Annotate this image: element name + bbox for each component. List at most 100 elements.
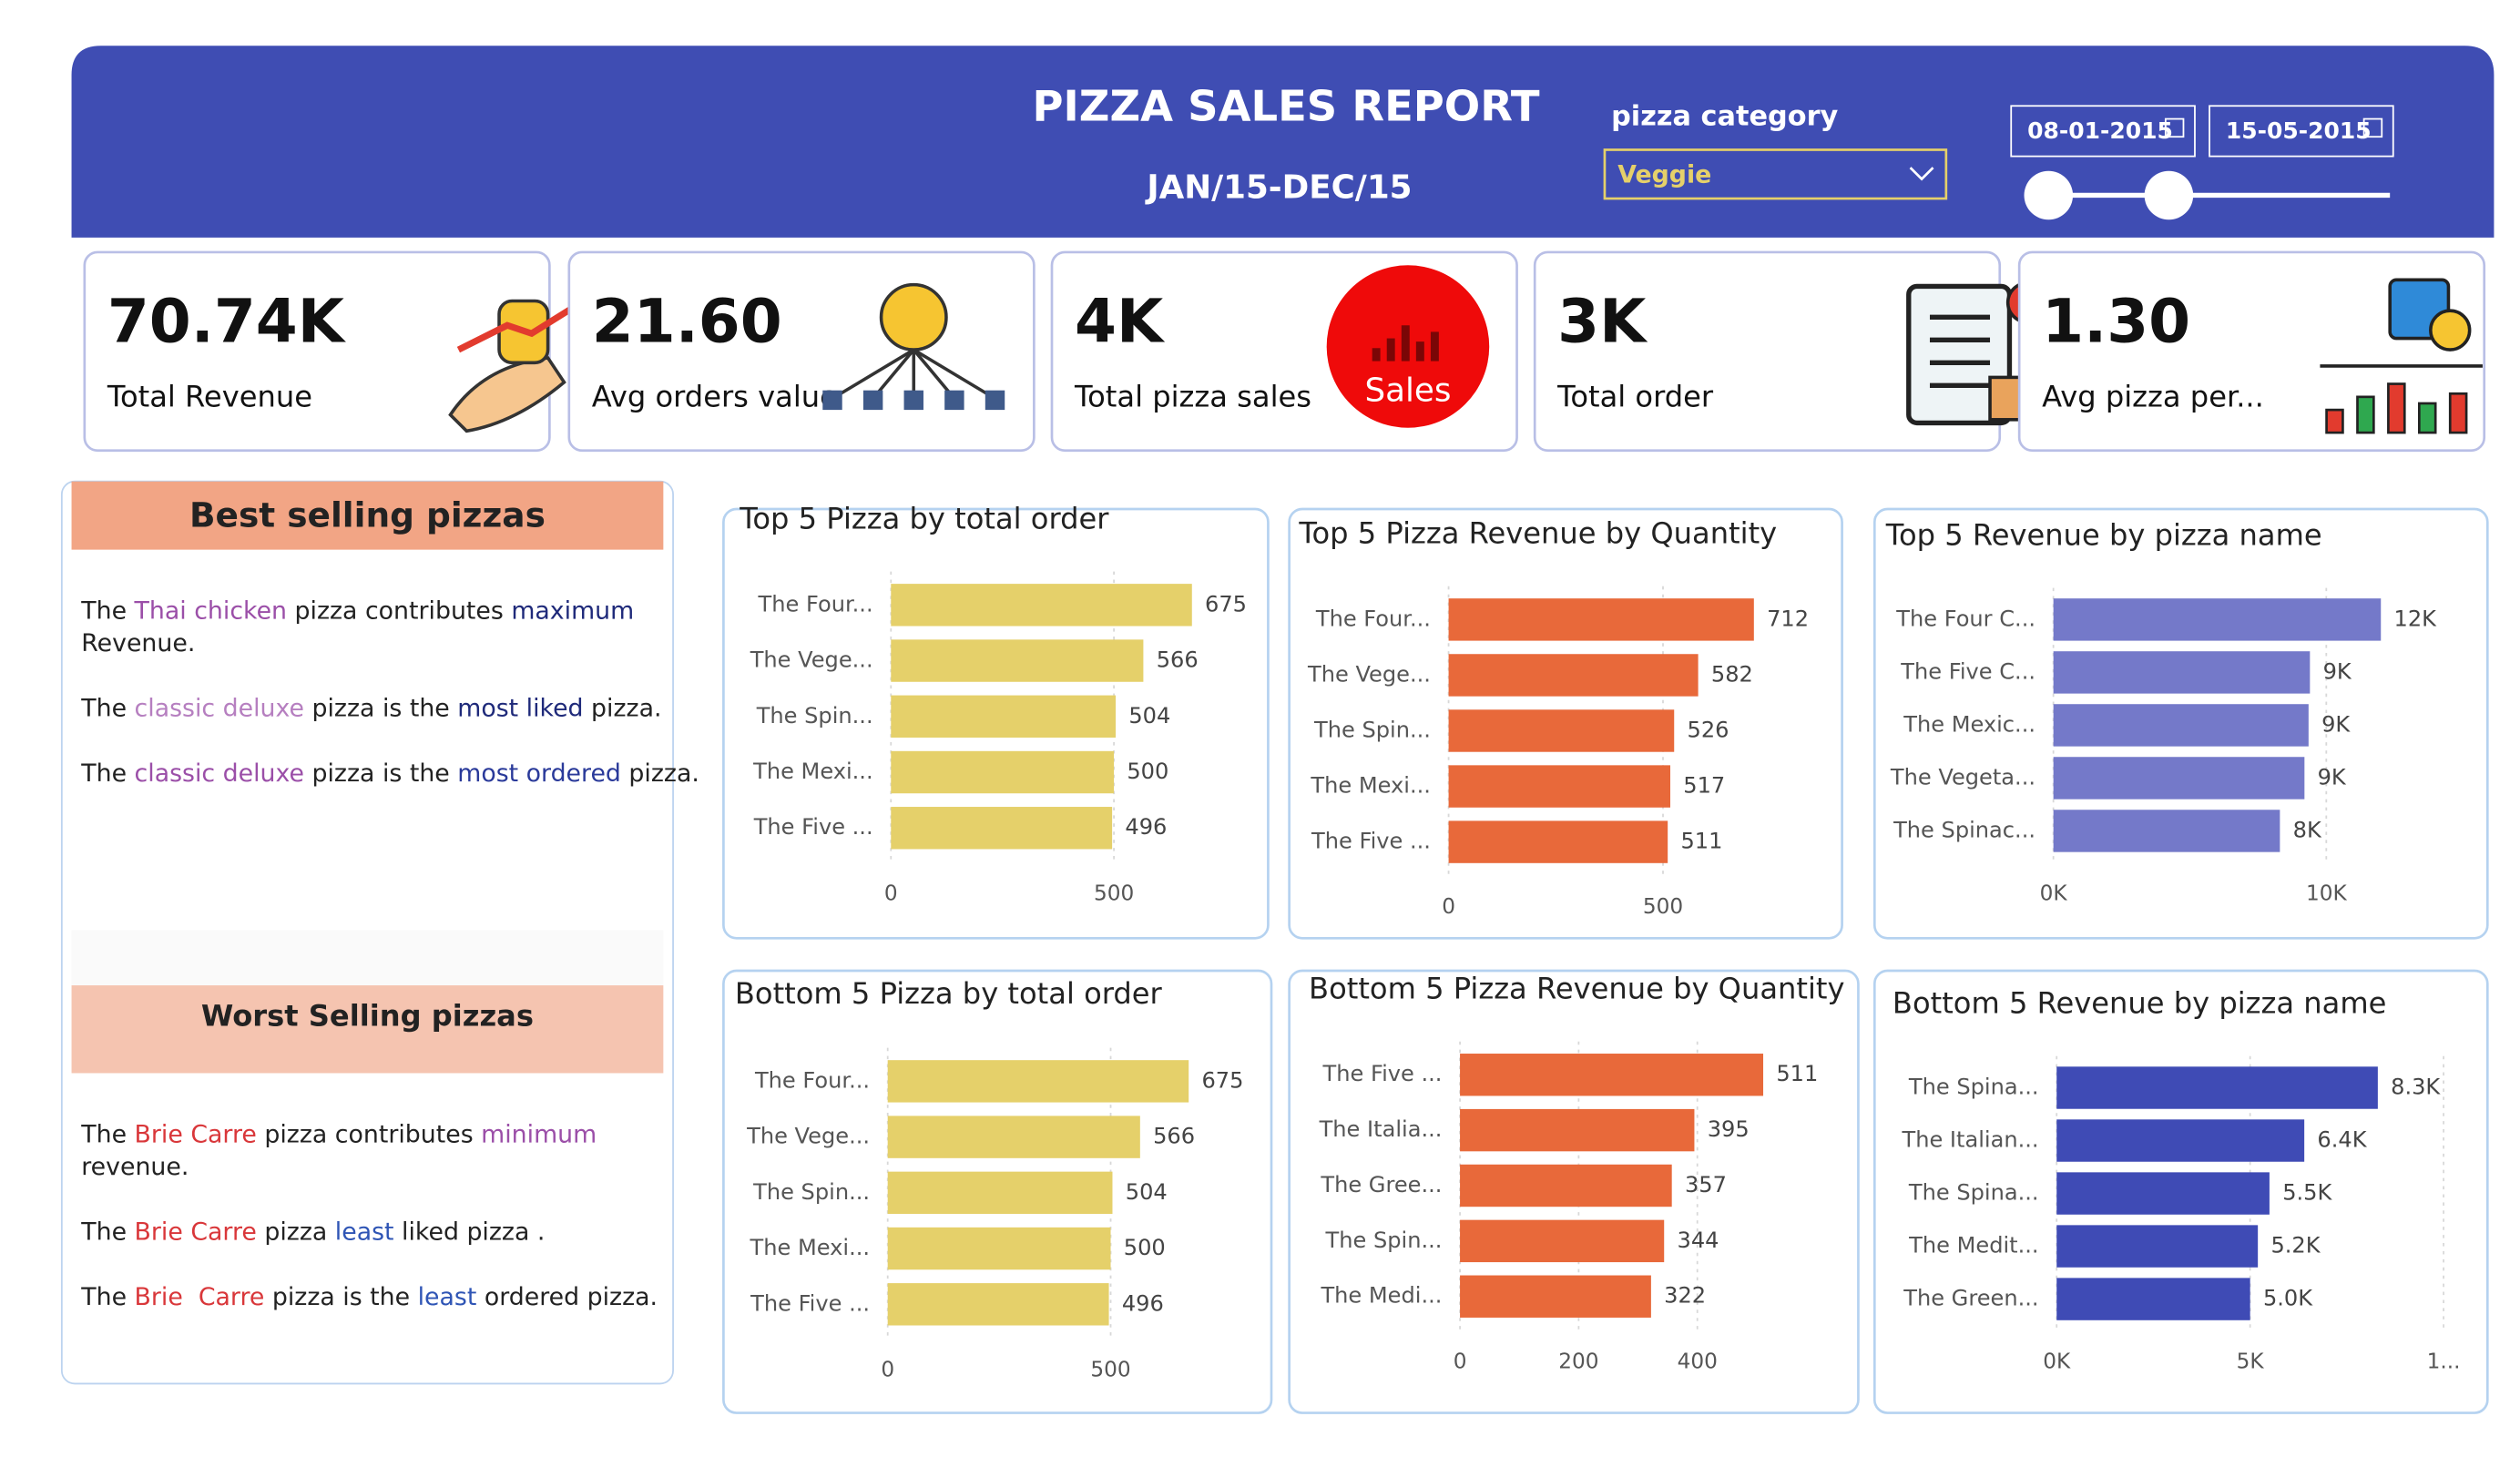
bar [1448, 765, 1671, 808]
bar [2053, 810, 2280, 852]
bar [2056, 1119, 2305, 1162]
x-tick-label: 10K [2306, 881, 2348, 906]
note-segment: pizza is the [264, 1282, 417, 1310]
category-label: The Gree... [1320, 1172, 1442, 1197]
date-text[interactable]: 15-05-2015 [2226, 117, 2372, 144]
date-box[interactable] [2010, 105, 2196, 158]
kpi-value: 3K [1557, 286, 1648, 356]
kpi-icon [2448, 392, 2468, 434]
x-tick-label: 0 [881, 1358, 894, 1382]
value-label: 675 [1201, 1067, 1243, 1093]
note-line: The Brie Carre pizza contributes minimum [80, 1120, 597, 1148]
bar [1448, 820, 1668, 863]
category-label: The Vege... [750, 647, 873, 673]
note-segment: The [80, 596, 134, 625]
category-label: The Four... [1315, 606, 1431, 631]
kpi-icon [913, 348, 996, 401]
date-box[interactable] [2209, 105, 2394, 158]
kpi-icon [1372, 348, 1381, 362]
note-segment: classic deluxe [135, 759, 304, 787]
bar [887, 1060, 1189, 1103]
note-segment: Brie Carre [135, 1218, 257, 1246]
dropdown-box[interactable] [1603, 148, 1948, 200]
date-start[interactable]: 08-01-2015 [2010, 105, 2196, 158]
value-label: 582 [1711, 661, 1753, 687]
category-label: The Spina... [1908, 1075, 2039, 1100]
chart-title: Top 5 Pizza Revenue by Quantity [1298, 516, 1777, 551]
kpi-icon [1401, 325, 1410, 362]
note-segment: Thai chicken [134, 596, 287, 625]
bar [887, 1171, 1113, 1215]
value-label: 517 [1683, 773, 1725, 799]
kpi-icon [944, 390, 964, 411]
note-segment: The [80, 1218, 134, 1246]
value-label: 566 [1157, 647, 1199, 673]
note-segment: maximum [511, 596, 634, 625]
value-label: 9K [2318, 764, 2347, 790]
note-line: The classic deluxe pizza is the most ord… [80, 759, 699, 787]
bar [887, 1283, 1109, 1326]
bar [1448, 598, 1754, 641]
note-segment: pizza [257, 1218, 335, 1246]
bar [891, 807, 1113, 850]
value-label: 566 [1153, 1124, 1195, 1149]
note-segment: pizza is the [304, 759, 457, 787]
category-label: The Vege... [1307, 661, 1431, 687]
category-label: The Spin... [756, 703, 873, 728]
date-text[interactable]: 08-01-2015 [2027, 117, 2173, 144]
note-segment: most liked [457, 694, 583, 722]
bar [1460, 1219, 1665, 1263]
calendar-icon[interactable] [2362, 117, 2383, 138]
date-end[interactable]: 15-05-2015 [2209, 105, 2394, 158]
value-label: 500 [1127, 759, 1168, 784]
bar [1448, 709, 1675, 752]
best-title-bar [71, 481, 664, 550]
value-label: 344 [1678, 1228, 1719, 1253]
value-label: 8K [2293, 817, 2322, 842]
best-title: Best selling pizzas [189, 494, 546, 535]
value-label: 5.0K [2263, 1286, 2313, 1311]
category-label: The Medi... [1320, 1283, 1442, 1309]
kpi-card [83, 250, 551, 453]
kpi-icon [985, 390, 1005, 411]
slider-handle[interactable] [2024, 170, 2074, 220]
x-tick-label: 1... [2427, 1350, 2461, 1374]
bar [2053, 704, 2309, 747]
x-tick-label: 500 [1643, 894, 1683, 919]
x-tick-label: 500 [1090, 1358, 1130, 1382]
slider-handle[interactable] [2144, 170, 2194, 220]
report-period: JAN/15-DEC/15 [1145, 168, 1412, 206]
value-label: 511 [1776, 1061, 1818, 1086]
bar [891, 750, 1115, 794]
kpi-icon [831, 348, 915, 401]
note-line: The classic deluxe pizza is the most lik… [80, 694, 661, 722]
note-segment: Revenue. [81, 629, 195, 657]
category-label: The Italian... [1901, 1127, 2038, 1153]
x-tick-label: 400 [1678, 1350, 1718, 1374]
note-segment: The [80, 759, 134, 787]
kpi-value: 1.30 [2042, 286, 2190, 356]
dropdown-arrow[interactable] [1909, 167, 1934, 181]
kpi-label: Total pizza sales [1074, 380, 1311, 414]
chart-title: Bottom 5 Revenue by pizza name [1893, 985, 2386, 1020]
category-label: The Five ... [1322, 1061, 1443, 1086]
category-dropdown[interactable]: Veggie [1603, 148, 1948, 200]
value-label: 9K [2321, 711, 2351, 737]
kpi-icon [448, 356, 566, 433]
kpi-icon [879, 282, 948, 352]
calendar-icon[interactable] [2164, 117, 2185, 138]
category-label: The Green... [1903, 1286, 2038, 1311]
category-label: The Vegeta... [1890, 764, 2035, 790]
kpi-icon [1415, 341, 1424, 362]
x-tick-label: 0 [1454, 1350, 1467, 1374]
dropdown-value[interactable]: Veggie [1617, 161, 1711, 189]
kpi-icon [456, 290, 599, 353]
category-label: The Four... [754, 1067, 870, 1093]
kpi-label: Total order [1556, 380, 1714, 414]
category-label: The Mexi... [752, 759, 873, 784]
chart-title: Top 5 Revenue by pizza name [1885, 517, 2322, 552]
kpi-icon [1906, 283, 2013, 426]
note-segment: least [418, 1282, 477, 1310]
kpi-icon [2387, 382, 2406, 434]
